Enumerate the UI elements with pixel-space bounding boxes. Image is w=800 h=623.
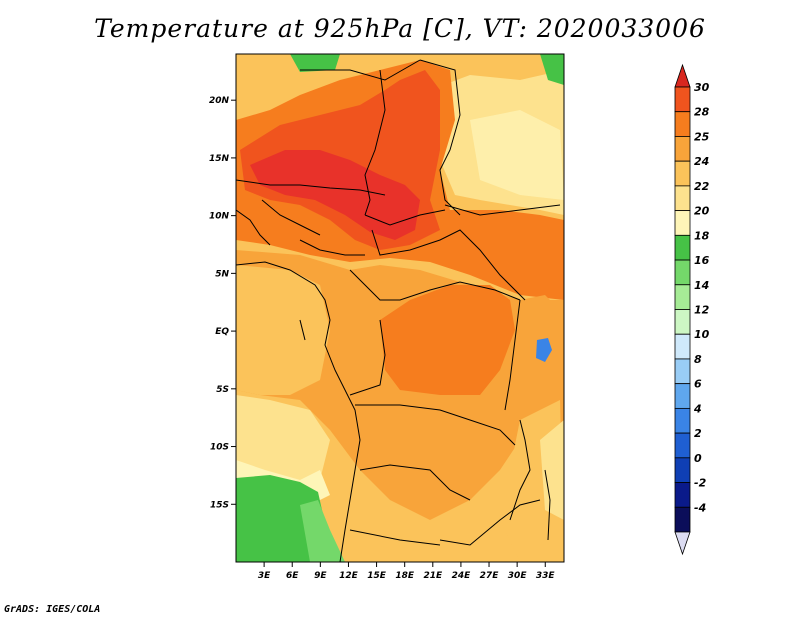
lat-tick-label: 5S: [216, 385, 229, 395]
colorbar-label: 16: [694, 254, 710, 267]
colorbar-segment: [674, 86, 691, 113]
colorbar-label: 25: [694, 130, 710, 143]
colorbar-segment: [674, 185, 691, 212]
lon-tick-label: 24E: [452, 571, 472, 581]
colorbar-label: 4: [693, 402, 702, 415]
country-borders: [236, 59, 561, 562]
colorbar-segment: [674, 383, 691, 409]
colorbar-label: 30: [694, 81, 710, 94]
colorbar-label: 22: [694, 180, 710, 193]
colorbar-label: 20: [694, 205, 710, 218]
colorbar-label: 8: [694, 353, 702, 366]
lat-tick-label: 10S: [210, 443, 229, 453]
colorbar-segment: [674, 309, 691, 335]
lon-tick-label: 6E: [286, 571, 299, 581]
lat-tick-label: EQ: [215, 327, 229, 337]
map-title: Temperature at 925hPa [C], VT: 202003300…: [94, 14, 706, 43]
grads-credit: GrADS: IGES/COLA: [4, 604, 101, 615]
lon-tick-label: 18E: [395, 571, 415, 581]
colorbar-label: 0: [694, 452, 702, 465]
colorbar-segment: [674, 259, 691, 286]
colorbar-segment: [674, 284, 691, 310]
colorbar-label: 14: [694, 279, 709, 292]
colorbar-segment: [674, 407, 691, 434]
lat-tick-label: 20N: [209, 96, 230, 106]
lon-tick-label: 33E: [536, 571, 556, 581]
colorbar-label: 6: [694, 378, 702, 391]
lon-tick-label: 21E: [423, 571, 443, 581]
lat-tick-label: 5N: [215, 269, 229, 279]
longitude-axis: 3E 6E 9E 12E 15E 18E 21E 24E 27E 30E 33E: [258, 562, 556, 581]
lon-tick-label: 9E: [314, 571, 327, 581]
colorbar-segment: [674, 333, 691, 360]
temperature-field: [236, 54, 564, 562]
lat-tick-label: 15S: [210, 500, 229, 510]
colorbar-label: 28: [694, 106, 710, 119]
lon-tick-label: 15E: [367, 571, 387, 581]
colorbar-segment: [674, 506, 691, 533]
colorbar-segment: [674, 136, 691, 162]
colorbar-label: -2: [694, 477, 707, 490]
lat-tick-label: 15N: [209, 154, 230, 164]
colorbar-top-arrow: [674, 63, 691, 88]
latitude-axis: 20N 15N 10N 5N EQ 5S 10S 15S: [209, 96, 236, 510]
colorbar-segment: [674, 432, 691, 459]
lon-tick-label: 12E: [339, 571, 359, 581]
colorbar-label: -4: [694, 501, 706, 514]
colorbar-segment: [674, 210, 691, 236]
colorbar-segment: [674, 457, 691, 483]
colorbar-bottom-arrow: [674, 531, 691, 556]
lon-tick-label: 27E: [480, 571, 500, 581]
colorbar-segment: [674, 160, 691, 187]
colorbar-label: 12: [694, 304, 710, 317]
colorbar-label: 2: [694, 427, 702, 440]
colorbar-segment: [674, 234, 691, 261]
lat-tick-label: 10N: [209, 212, 230, 222]
colorbar-segment: [674, 358, 691, 385]
colorbar-label: 18: [694, 229, 710, 242]
lon-tick-label: 3E: [258, 571, 271, 581]
colorbar-label: 24: [694, 155, 709, 168]
colorbar-segment: [674, 482, 691, 508]
lon-tick-label: 30E: [508, 571, 528, 581]
map-frame: [235, 53, 565, 563]
colorbar-label: 10: [694, 328, 710, 341]
colorbar-segment: [674, 111, 691, 137]
